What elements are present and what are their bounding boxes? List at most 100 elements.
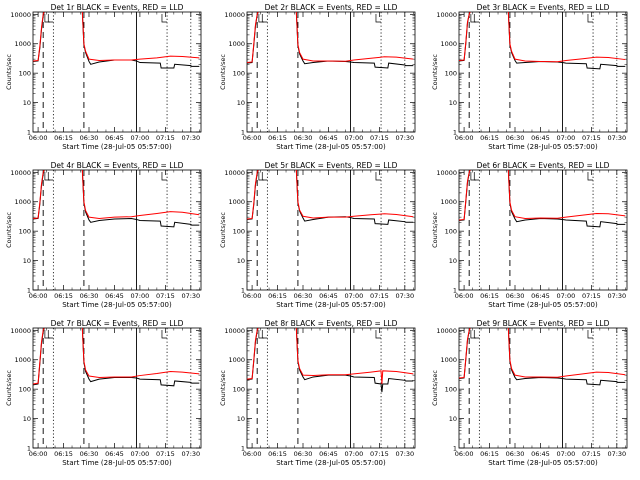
panel-8: Det 8r BLACK = Events, RED = LLD 1 10 100 10… <box>219 319 416 467</box>
panel-title: Det 7r BLACK = Events, RED = LLD <box>51 319 184 328</box>
x-tick-label: 06:30 <box>506 134 525 142</box>
x-axis-label: Start Time (28-Jul-05 05:57:00) <box>62 459 172 467</box>
events-series-line <box>247 12 414 69</box>
x-tick-label: 07:15 <box>156 134 175 142</box>
plot-frame <box>32 11 202 133</box>
y-tick-label: 1000 <box>440 356 457 364</box>
top-bracket-marker <box>587 330 593 339</box>
y-tick-label: 10000 <box>10 169 31 177</box>
y-tick-label: 1 <box>453 129 457 137</box>
x-tick-label: 06:45 <box>531 292 550 300</box>
x-tick-label: 06:00 <box>29 450 48 458</box>
panel-5: Det 5r BLACK = Events, RED = LLD 1 10 100 10… <box>219 161 416 309</box>
x-axis-label: Start Time (28-Jul-05 05:57:00) <box>62 301 172 309</box>
panel-title: Det 4r BLACK = Events, RED = LLD <box>51 161 184 170</box>
panel-title: Det 3r BLACK = Events, RED = LLD <box>477 3 610 12</box>
lld-series-line <box>459 328 626 379</box>
y-tick-label: 10000 <box>10 327 31 335</box>
x-tick-label: 07:30 <box>181 134 200 142</box>
plot-frame <box>246 169 416 291</box>
top-bracket-marker <box>47 330 54 339</box>
top-bracket-marker <box>258 172 264 181</box>
top-bracket-marker <box>47 172 54 181</box>
top-bracket-marker <box>261 330 268 339</box>
x-tick-label: 07:15 <box>370 450 389 458</box>
y-tick-label: 1000 <box>14 356 31 364</box>
top-bracket-marker <box>261 14 268 23</box>
y-tick-label: 10 <box>237 415 245 423</box>
x-tick-label: 06:30 <box>506 292 525 300</box>
y-tick-label: 100 <box>19 70 31 78</box>
y-axis-label: Counts/sec <box>219 212 227 248</box>
panel-4: Det 4r BLACK = Events, RED = LLD 1 10 100 10… <box>5 161 202 309</box>
x-tick-label: 06:45 <box>531 450 550 458</box>
plot-frame <box>32 169 202 291</box>
x-tick-label: 06:00 <box>243 292 262 300</box>
x-tick-label: 06:30 <box>80 292 99 300</box>
lld-series-line <box>459 12 626 63</box>
top-bracket-marker <box>470 330 476 339</box>
y-tick-label: 1000 <box>14 198 31 206</box>
x-axis-label: Start Time (28-Jul-05 05:57:00) <box>488 459 598 467</box>
panel-6: Det 6r BLACK = Events, RED = LLD 1 10 100 10… <box>431 161 628 309</box>
x-tick-label: 06:30 <box>294 450 313 458</box>
x-tick-label: 07:30 <box>395 292 414 300</box>
x-tick-label: 06:15 <box>54 450 73 458</box>
y-tick-label: 1000 <box>228 40 245 48</box>
x-tick-label: 06:15 <box>268 450 287 458</box>
lld-series-line <box>33 170 200 219</box>
y-tick-label: 10 <box>449 257 457 265</box>
y-axis-label: Counts/sec <box>5 212 13 248</box>
y-tick-label: 10000 <box>436 327 457 335</box>
events-series-line <box>33 170 200 228</box>
x-tick-label: 07:00 <box>131 134 150 142</box>
x-tick-label: 06:15 <box>480 450 499 458</box>
top-bracket-marker <box>375 330 381 339</box>
x-tick-label: 06:15 <box>54 134 73 142</box>
top-bracket-marker <box>261 172 268 181</box>
y-tick-label: 100 <box>233 70 245 78</box>
top-bracket-marker <box>473 14 480 23</box>
top-bracket-marker <box>161 14 167 23</box>
top-bracket-marker <box>375 14 381 23</box>
x-tick-label: 06:45 <box>319 450 338 458</box>
y-tick-label: 1 <box>241 129 245 137</box>
plot-frame <box>458 169 628 291</box>
y-tick-label: 10 <box>449 99 457 107</box>
top-bracket-marker <box>44 14 50 23</box>
top-bracket-marker <box>470 14 476 23</box>
x-tick-label: 06:45 <box>105 134 124 142</box>
y-tick-label: 100 <box>445 70 457 78</box>
y-tick-label: 10000 <box>436 11 457 19</box>
x-tick-label: 07:15 <box>370 292 389 300</box>
events-series-line <box>459 12 626 70</box>
x-tick-label: 07:00 <box>345 292 364 300</box>
x-tick-label: 07:15 <box>582 292 601 300</box>
y-tick-label: 100 <box>233 228 245 236</box>
y-tick-label: 1 <box>241 445 245 453</box>
x-tick-label: 06:00 <box>29 292 48 300</box>
plot-frame <box>246 327 416 449</box>
y-axis-label: Counts/sec <box>5 370 13 406</box>
top-bracket-marker <box>161 330 167 339</box>
x-tick-label: 07:15 <box>582 450 601 458</box>
x-tick-label: 07:00 <box>557 134 576 142</box>
y-tick-label: 1000 <box>228 198 245 206</box>
x-tick-label: 06:15 <box>268 292 287 300</box>
y-tick-label: 10000 <box>224 11 245 19</box>
x-axis-label: Start Time (28-Jul-05 05:57:00) <box>62 143 172 151</box>
top-bracket-marker <box>161 172 167 181</box>
lld-series-line <box>459 170 626 221</box>
x-tick-label: 06:15 <box>480 134 499 142</box>
top-bracket-marker <box>587 172 593 181</box>
y-tick-label: 100 <box>445 228 457 236</box>
y-tick-label: 1000 <box>440 40 457 48</box>
top-bracket-marker <box>470 172 476 181</box>
x-tick-label: 07:15 <box>156 292 175 300</box>
x-tick-label: 07:15 <box>370 134 389 142</box>
x-tick-label: 07:30 <box>607 292 626 300</box>
y-tick-label: 100 <box>445 386 457 394</box>
x-tick-label: 06:15 <box>268 134 287 142</box>
top-bracket-marker <box>258 330 264 339</box>
y-axis-label: Counts/sec <box>219 370 227 406</box>
